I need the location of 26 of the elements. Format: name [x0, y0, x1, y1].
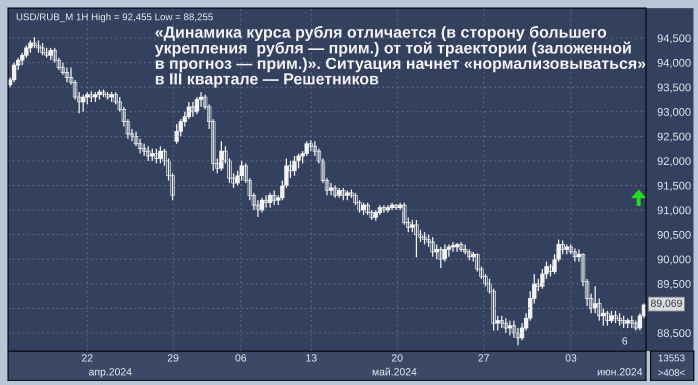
text: 03	[566, 354, 576, 362]
y-tick-label: 89,500	[658, 280, 691, 290]
text: 89,069	[650, 300, 682, 308]
text: 22	[82, 354, 93, 362]
annotation: USD/RUB_M 1H High = 92,455 Low = 88,255	[16, 13, 213, 22]
text: май.2024	[372, 368, 416, 376]
y-tick-label: 94,500	[658, 34, 691, 44]
y-tick-label: 90,000	[658, 255, 691, 265]
annotation: 6	[622, 337, 628, 345]
text: 06	[235, 354, 246, 362]
y-tick-label: 94,000	[658, 58, 691, 68]
text: июн.2024	[598, 368, 642, 376]
y-tick-label: 93,000	[658, 108, 691, 118]
y-tick-label: 90,500	[658, 230, 691, 240]
text: «Динамика курса рубля отличается (в сторону большего укрепления рубля — прим.) от той траектории (заложенной в прогноз — прим.)». Ситуация начнет «нормализовываться» в III квартале — Решетников	[154, 26, 646, 88]
y-tick-label: 93,500	[658, 83, 691, 93]
text: 13	[306, 354, 317, 362]
text: 29	[168, 354, 178, 362]
y-tick-label: 92,000	[658, 157, 691, 166]
y-tick-label: 92,500	[658, 132, 691, 142]
y-tick-label: 91,500	[658, 182, 691, 191]
text: апр.2024	[89, 368, 132, 378]
text: 27	[478, 354, 489, 362]
y-tick-label: 91,000	[658, 206, 691, 216]
text: 20	[392, 354, 403, 362]
y-tick-label: 88,500	[658, 329, 691, 338]
